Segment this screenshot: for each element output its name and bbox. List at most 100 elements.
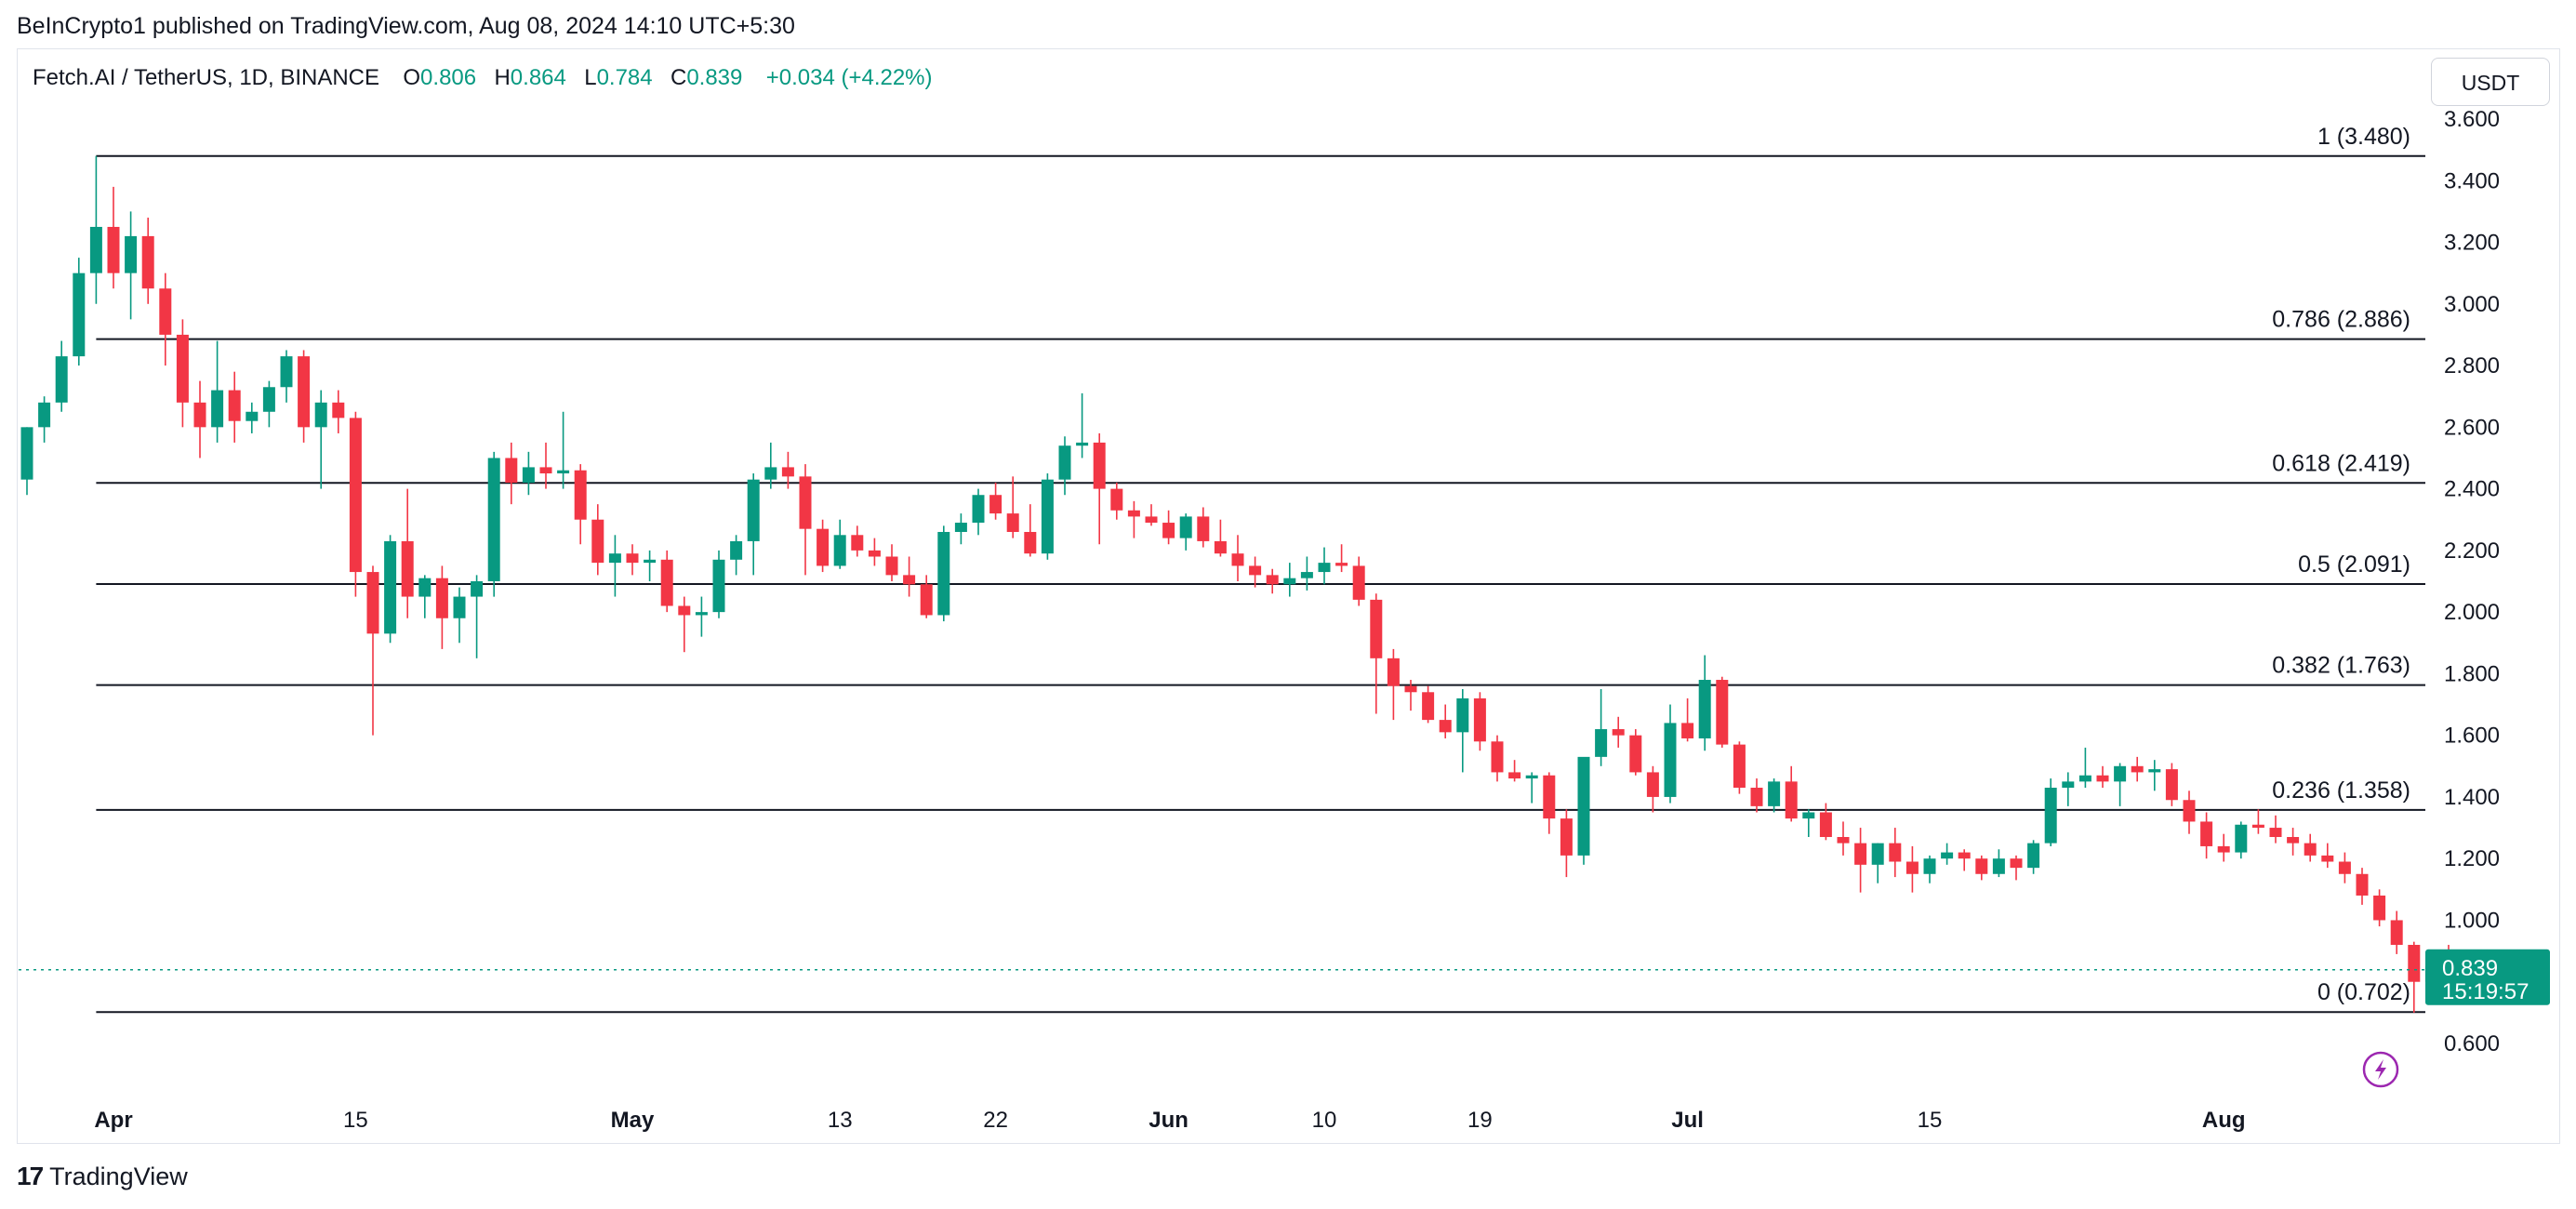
candle[interactable] <box>574 464 587 545</box>
candle[interactable] <box>2148 760 2161 791</box>
candle[interactable] <box>1543 772 1556 834</box>
candle[interactable] <box>159 272 172 366</box>
candle[interactable] <box>1975 855 1988 881</box>
currency-button[interactable]: USDT <box>2431 58 2550 106</box>
candle[interactable] <box>2373 889 2386 927</box>
candle[interactable] <box>2114 763 2127 806</box>
candle[interactable] <box>1041 473 1054 560</box>
candle[interactable] <box>1335 544 1348 573</box>
candle[interactable] <box>20 427 33 496</box>
candle[interactable] <box>1992 849 2005 878</box>
candle[interactable] <box>228 371 241 443</box>
candle[interactable] <box>2287 828 2300 856</box>
candle[interactable] <box>1629 729 1642 776</box>
candle[interactable] <box>1785 765 1798 822</box>
candle[interactable] <box>1179 513 1192 551</box>
candle[interactable] <box>1231 535 1244 581</box>
candle[interactable] <box>1352 556 1365 606</box>
candle[interactable] <box>626 544 639 576</box>
candle[interactable] <box>298 350 311 443</box>
candle[interactable] <box>1076 392 1089 458</box>
candle[interactable] <box>747 473 760 576</box>
candle[interactable] <box>2217 833 2230 862</box>
candle[interactable] <box>487 451 500 597</box>
candle[interactable] <box>2044 778 2057 846</box>
candle[interactable] <box>193 380 206 458</box>
candle[interactable] <box>591 504 604 576</box>
candle[interactable] <box>1595 688 1608 766</box>
candle[interactable] <box>1508 760 1521 782</box>
candle[interactable] <box>730 535 743 576</box>
candle[interactable] <box>1698 655 1711 751</box>
candle[interactable] <box>1404 680 1417 711</box>
candle[interactable] <box>522 451 535 496</box>
candle[interactable] <box>1802 809 1815 838</box>
candle[interactable] <box>55 340 68 412</box>
candle[interactable] <box>262 380 275 428</box>
candle[interactable] <box>1058 436 1071 496</box>
candle[interactable] <box>1819 803 1832 841</box>
candle[interactable] <box>141 218 154 304</box>
candle[interactable] <box>781 451 794 489</box>
candle[interactable] <box>557 411 570 489</box>
candle[interactable] <box>1768 778 1781 813</box>
candle[interactable] <box>885 544 898 581</box>
candle[interactable] <box>712 550 725 618</box>
candle[interactable] <box>1283 563 1296 597</box>
tradingview-logo[interactable]: 17 TradingView <box>17 1162 188 1191</box>
candle[interactable] <box>1958 849 1971 871</box>
candle[interactable] <box>1093 432 1106 545</box>
candle[interactable] <box>954 513 967 545</box>
candle[interactable] <box>1370 593 1383 714</box>
candle[interactable] <box>1646 765 1659 813</box>
candle[interactable] <box>1456 688 1469 773</box>
candle[interactable] <box>211 340 224 443</box>
candle[interactable] <box>1681 698 1694 742</box>
candle[interactable] <box>764 442 777 489</box>
candle[interactable] <box>1162 510 1175 545</box>
candle[interactable] <box>1664 704 1677 804</box>
candle[interactable] <box>332 390 345 433</box>
candle[interactable] <box>505 442 518 505</box>
candle[interactable] <box>89 155 102 304</box>
candle[interactable] <box>937 525 950 622</box>
candle[interactable] <box>366 565 379 736</box>
candle[interactable] <box>2356 868 2369 905</box>
candle[interactable] <box>2200 812 2213 859</box>
candle[interactable] <box>1923 855 1936 884</box>
candle[interactable] <box>107 186 120 289</box>
candle[interactable] <box>660 550 673 613</box>
candle[interactable] <box>903 556 916 597</box>
candle[interactable] <box>2078 747 2091 788</box>
candle[interactable] <box>1577 756 1590 865</box>
candle[interactable] <box>1266 568 1279 594</box>
candle[interactable] <box>1941 843 1954 865</box>
candle[interactable] <box>608 535 621 597</box>
candle[interactable] <box>1491 735 1504 782</box>
candle[interactable] <box>1871 843 1884 884</box>
candle[interactable] <box>1197 507 1210 548</box>
candle[interactable] <box>2096 765 2109 788</box>
candle[interactable] <box>1854 828 1867 893</box>
candle[interactable] <box>851 525 864 557</box>
candle[interactable] <box>1473 692 1486 751</box>
lightning-icon[interactable] <box>2362 1051 2399 1088</box>
candle[interactable] <box>38 396 51 443</box>
candle[interactable] <box>1387 648 1400 721</box>
candle[interactable] <box>2062 772 2075 806</box>
candle[interactable] <box>1716 676 1729 748</box>
candle[interactable] <box>435 565 448 649</box>
candle[interactable] <box>401 488 414 618</box>
candle[interactable] <box>1750 778 1763 813</box>
candle[interactable] <box>2321 843 2334 869</box>
candle[interactable] <box>695 596 708 637</box>
candle[interactable] <box>2183 790 2196 834</box>
candle[interactable] <box>1905 845 1919 893</box>
candle[interactable] <box>453 587 466 644</box>
candle[interactable] <box>678 596 691 653</box>
candle[interactable] <box>2408 941 2421 1013</box>
candle[interactable] <box>644 550 657 581</box>
candle[interactable] <box>280 350 293 403</box>
candle[interactable] <box>1422 685 1435 724</box>
